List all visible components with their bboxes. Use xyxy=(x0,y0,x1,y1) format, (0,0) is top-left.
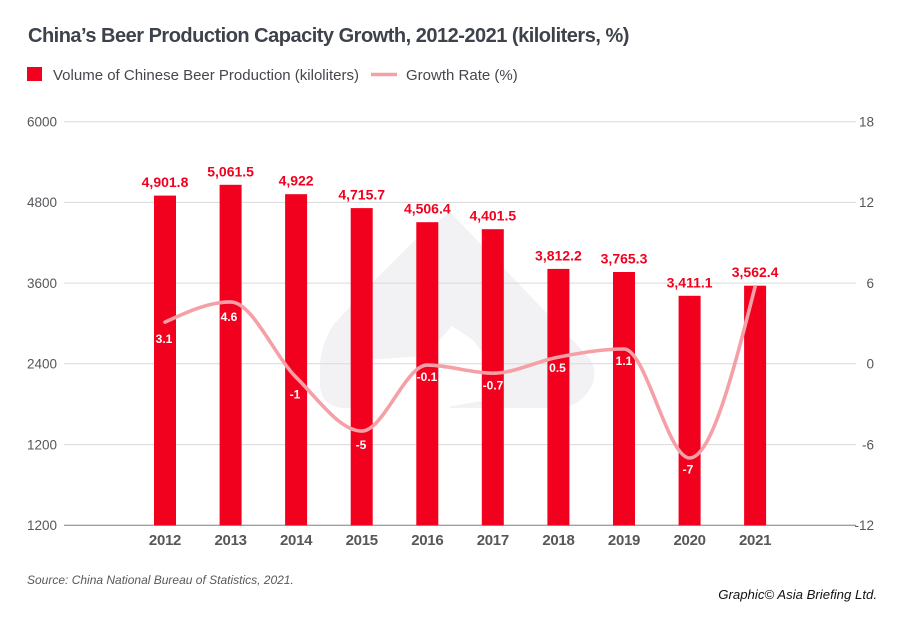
svg-text:4,922: 4,922 xyxy=(279,173,314,189)
svg-text:4.6: 4.6 xyxy=(221,310,238,324)
svg-text:2013: 2013 xyxy=(215,532,247,549)
svg-text:-12: -12 xyxy=(854,518,874,533)
svg-text:2400: 2400 xyxy=(27,357,57,372)
svg-text:3600: 3600 xyxy=(27,276,57,291)
svg-text:5,061.5: 5,061.5 xyxy=(207,163,254,179)
svg-text:Growth Rate (%): Growth Rate (%) xyxy=(406,67,518,84)
svg-text:2015: 2015 xyxy=(346,532,378,549)
svg-text:-1: -1 xyxy=(290,388,301,402)
svg-text:4,401.5: 4,401.5 xyxy=(469,208,516,224)
svg-text:4,901.8: 4,901.8 xyxy=(142,174,189,190)
svg-text:12: 12 xyxy=(859,195,874,210)
svg-text:2021: 2021 xyxy=(739,532,771,549)
svg-text:6: 6 xyxy=(866,276,874,291)
svg-text:4,506.4: 4,506.4 xyxy=(404,201,451,217)
svg-text:3,812.2: 3,812.2 xyxy=(535,247,582,263)
svg-text:2019: 2019 xyxy=(608,532,640,549)
svg-text:2014: 2014 xyxy=(280,532,313,549)
svg-text:1.1: 1.1 xyxy=(616,354,633,368)
svg-text:China’s Beer Production Capaci: China’s Beer Production Capacity Growth,… xyxy=(28,25,629,47)
svg-text:2017: 2017 xyxy=(477,532,509,549)
svg-text:1200: 1200 xyxy=(27,437,57,452)
svg-text:3,411.1: 3,411.1 xyxy=(667,274,713,290)
svg-text:3.1: 3.1 xyxy=(156,332,173,346)
svg-text:2018: 2018 xyxy=(542,532,574,549)
svg-text:-0.7: -0.7 xyxy=(483,378,504,392)
svg-text:Volume of Chinese Beer Product: Volume of Chinese Beer Production (kilol… xyxy=(53,67,359,84)
svg-text:2020: 2020 xyxy=(674,532,706,549)
svg-text:18: 18 xyxy=(859,114,874,129)
svg-text:0: 0 xyxy=(866,357,874,372)
svg-text:Source: China National Bureau: Source: China National Bureau of Statist… xyxy=(27,573,294,587)
svg-text:2012: 2012 xyxy=(149,532,181,549)
svg-text:-0.1: -0.1 xyxy=(417,370,438,384)
svg-text:-6: -6 xyxy=(862,437,874,452)
svg-text:1200: 1200 xyxy=(27,518,57,533)
svg-text:-7: -7 xyxy=(683,462,694,476)
svg-text:-5: -5 xyxy=(356,438,367,452)
svg-text:0.5: 0.5 xyxy=(549,361,566,375)
svg-text:6000: 6000 xyxy=(27,114,57,129)
svg-text:3,562.4: 3,562.4 xyxy=(732,264,779,280)
svg-text:2016: 2016 xyxy=(411,532,443,549)
svg-text:Graphic© Asia Briefing Ltd.: Graphic© Asia Briefing Ltd. xyxy=(718,587,877,602)
svg-text:4800: 4800 xyxy=(27,195,57,210)
svg-text:3,765.3: 3,765.3 xyxy=(601,251,648,267)
svg-text:4,715.7: 4,715.7 xyxy=(338,187,385,203)
